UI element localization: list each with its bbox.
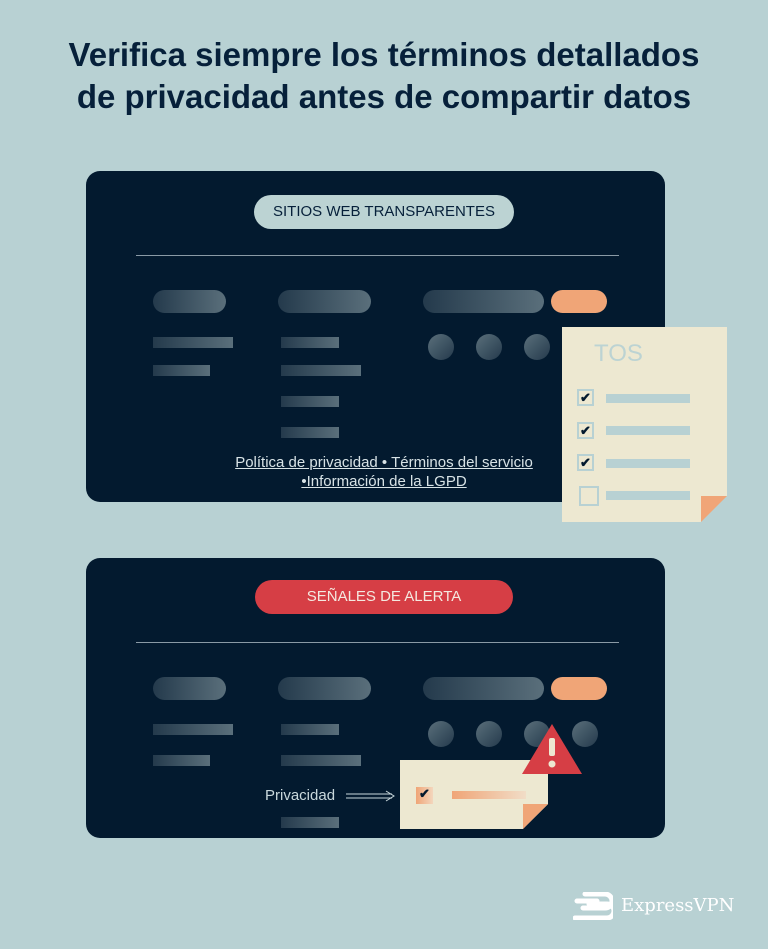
divider [136,642,619,643]
privacy-label: Privacidad [265,787,336,804]
doc-line [606,491,690,500]
placeholder-line [281,755,361,766]
red-flags-badge: SEÑALES DE ALERTA [255,580,513,614]
brand-name: ExpressVPN [621,895,735,916]
placeholder-line [153,365,210,376]
tos-title: TOS [594,340,643,367]
placeholder-button [551,290,607,313]
placeholder-circle [476,334,502,360]
transparent-sites-badge: SITIOS WEB TRANSPARENTES [254,195,514,229]
doc-line [606,394,690,403]
checkbox-checked: ✔ [577,454,594,471]
placeholder-bar [423,677,544,700]
placeholder-line [281,817,339,828]
tos-document [562,327,727,522]
placeholder-circle [524,334,550,360]
placeholder-circle [428,334,454,360]
note-line [452,791,526,799]
page-title: Verifica siempre los términos detallados… [68,36,700,115]
placeholder-line [281,724,339,735]
checkbox-checked: ✔ [416,787,433,804]
placeholder-circle [428,721,454,747]
divider [136,255,619,256]
expressvpn-logo-icon [573,892,613,920]
placeholder-bar [153,290,226,313]
placeholder-line [153,337,233,348]
placeholder-line [281,337,339,348]
doc-line [606,459,690,468]
placeholder-line [153,755,210,766]
placeholder-bar [423,290,544,313]
page-fold-icon [701,496,727,522]
placeholder-bar [278,290,371,313]
placeholder-button [551,677,607,700]
checkbox-checked: ✔ [577,389,594,406]
placeholder-line [281,365,361,376]
placeholder-line [153,724,233,735]
placeholder-circle [476,721,502,747]
warning-icon [522,724,582,774]
arrow-icon [346,790,395,802]
placeholder-circle [572,721,598,747]
placeholder-line [281,396,339,407]
policy-links[interactable]: Política de privacidad • Términos del se… [235,454,533,490]
checkbox-checked: ✔ [577,422,594,439]
placeholder-bar [278,677,371,700]
placeholder-bar [153,677,226,700]
doc-line [606,426,690,435]
placeholder-line [281,427,339,438]
checkbox-unchecked [579,486,599,506]
